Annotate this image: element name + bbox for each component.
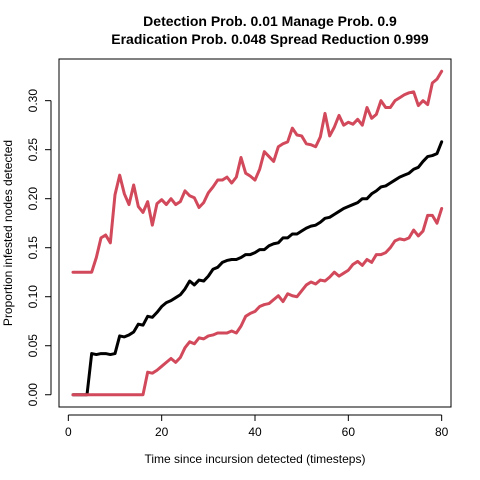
y-tick-label: 0.15	[26, 236, 40, 260]
y-axis: 0.00 0.05 0.10 0.15 0.20 0.25 0.30	[26, 89, 52, 407]
x-tick-label: 40	[248, 425, 262, 439]
x-tick-label: 80	[435, 425, 449, 439]
y-tick-label: 0.10	[26, 285, 40, 309]
y-tick-label: 0.05	[26, 334, 40, 358]
plot-area-frame	[58, 58, 452, 408]
series-layer	[71, 69, 444, 397]
series-line-2	[71, 69, 444, 274]
x-tick-label: 0	[65, 425, 72, 439]
x-axis: 0 20 40 60 80	[65, 414, 449, 439]
y-tick-label: 0.20	[26, 187, 40, 211]
series-line-1	[71, 140, 444, 397]
series-line-3	[71, 206, 444, 397]
x-tick-label: 60	[342, 425, 356, 439]
chart-subtitle: Eradication Prob. 0.048 Spread Reduction…	[111, 31, 429, 47]
y-tick-label: 0.25	[26, 138, 40, 162]
y-tick-label: 0.00	[26, 383, 40, 407]
chart-title: Detection Prob. 0.01 Manage Prob. 0.9	[143, 13, 397, 29]
y-axis-label: Proportion infested nodes detected	[1, 140, 15, 326]
x-axis-label: Time since incursion detected (timesteps…	[145, 452, 366, 466]
y-tick-label: 0.30	[26, 89, 40, 113]
x-tick-label: 20	[155, 425, 169, 439]
